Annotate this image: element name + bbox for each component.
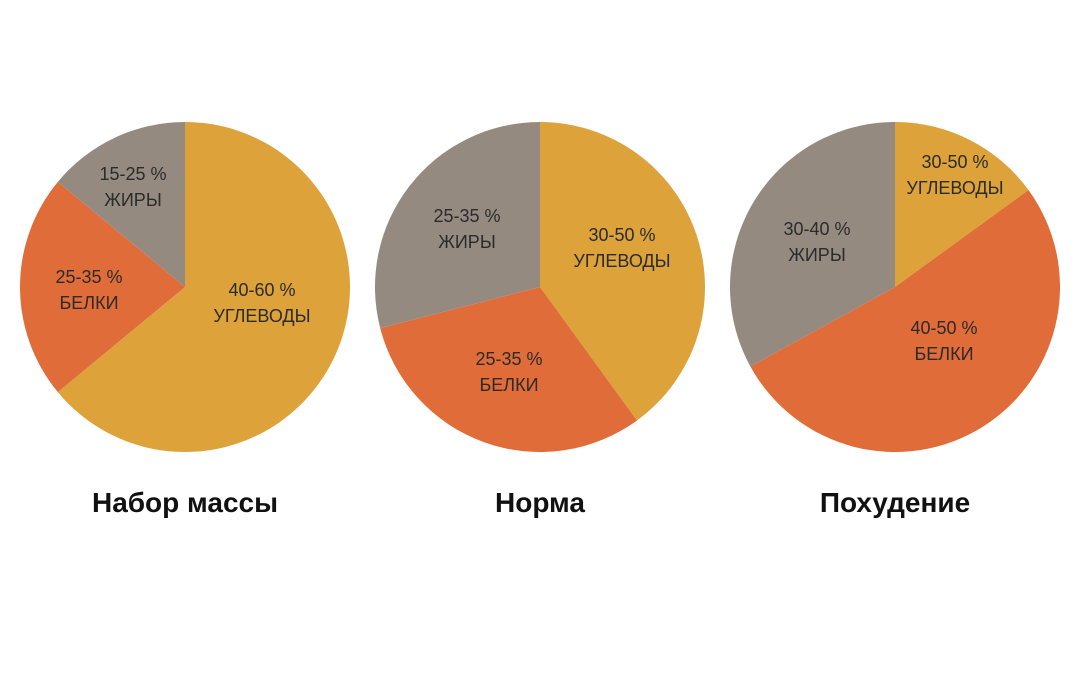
slice-range-label: 25-35 % — [55, 267, 122, 287]
slice-fats — [730, 122, 895, 367]
pie-chart-1: 40-60 % УГЛЕВОДЫ 25-35 % БЕЛКИ 15-25 % ЖИРЫ На… — [20, 122, 351, 518]
slice-range-label: 25-35 % — [475, 349, 542, 369]
slice-range-label: 40-60 % — [228, 280, 295, 300]
slice-range-label: 30-50 % — [921, 152, 988, 172]
slice-name-label: БЕЛКИ — [59, 293, 118, 313]
slice-range-label: 25-35 % — [433, 206, 500, 226]
slice-name-label: УГЛЕВОДЫ — [906, 178, 1003, 198]
slice-carbs — [895, 122, 1029, 287]
slice-name-label: ЖИРЫ — [104, 190, 162, 210]
slice-range-label: 15-25 % — [99, 164, 166, 184]
slice-name-label: ЖИРЫ — [788, 245, 846, 265]
slice-proteins — [20, 181, 186, 393]
slice-name-label: УГЛЕВОДЫ — [573, 251, 670, 271]
slice-carbs — [540, 122, 705, 421]
slice-range-label: 40-50 % — [910, 318, 977, 338]
pie-chart-3: 30-50 % УГЛЕВОДЫ 40-50 % БЕЛКИ 30-40 % ЖИРЫ По… — [730, 122, 1061, 518]
slice-carbs — [57, 122, 351, 453]
chart-title: Норма — [495, 487, 585, 518]
slice-range-label: 30-50 % — [588, 225, 655, 245]
slice-proteins — [380, 287, 637, 453]
pie-chart-2: 30-50 % УГЛЕВОДЫ 25-35 % БЕЛКИ 25-35 % ЖИРЫ Но… — [374, 121, 705, 518]
slice-name-label: ЖИРЫ — [438, 232, 496, 252]
slice-range-label: 30-40 % — [783, 219, 850, 239]
chart-title: Набор массы — [92, 487, 278, 518]
slice-name-label: УГЛЕВОДЫ — [213, 306, 310, 326]
slice-name-label: БЕЛКИ — [914, 344, 973, 364]
slice-fats — [57, 122, 186, 287]
slice-fats — [374, 121, 540, 329]
slice-proteins — [750, 190, 1061, 453]
chart-title: Похудение — [820, 487, 970, 518]
slice-name-label: БЕЛКИ — [479, 375, 538, 395]
